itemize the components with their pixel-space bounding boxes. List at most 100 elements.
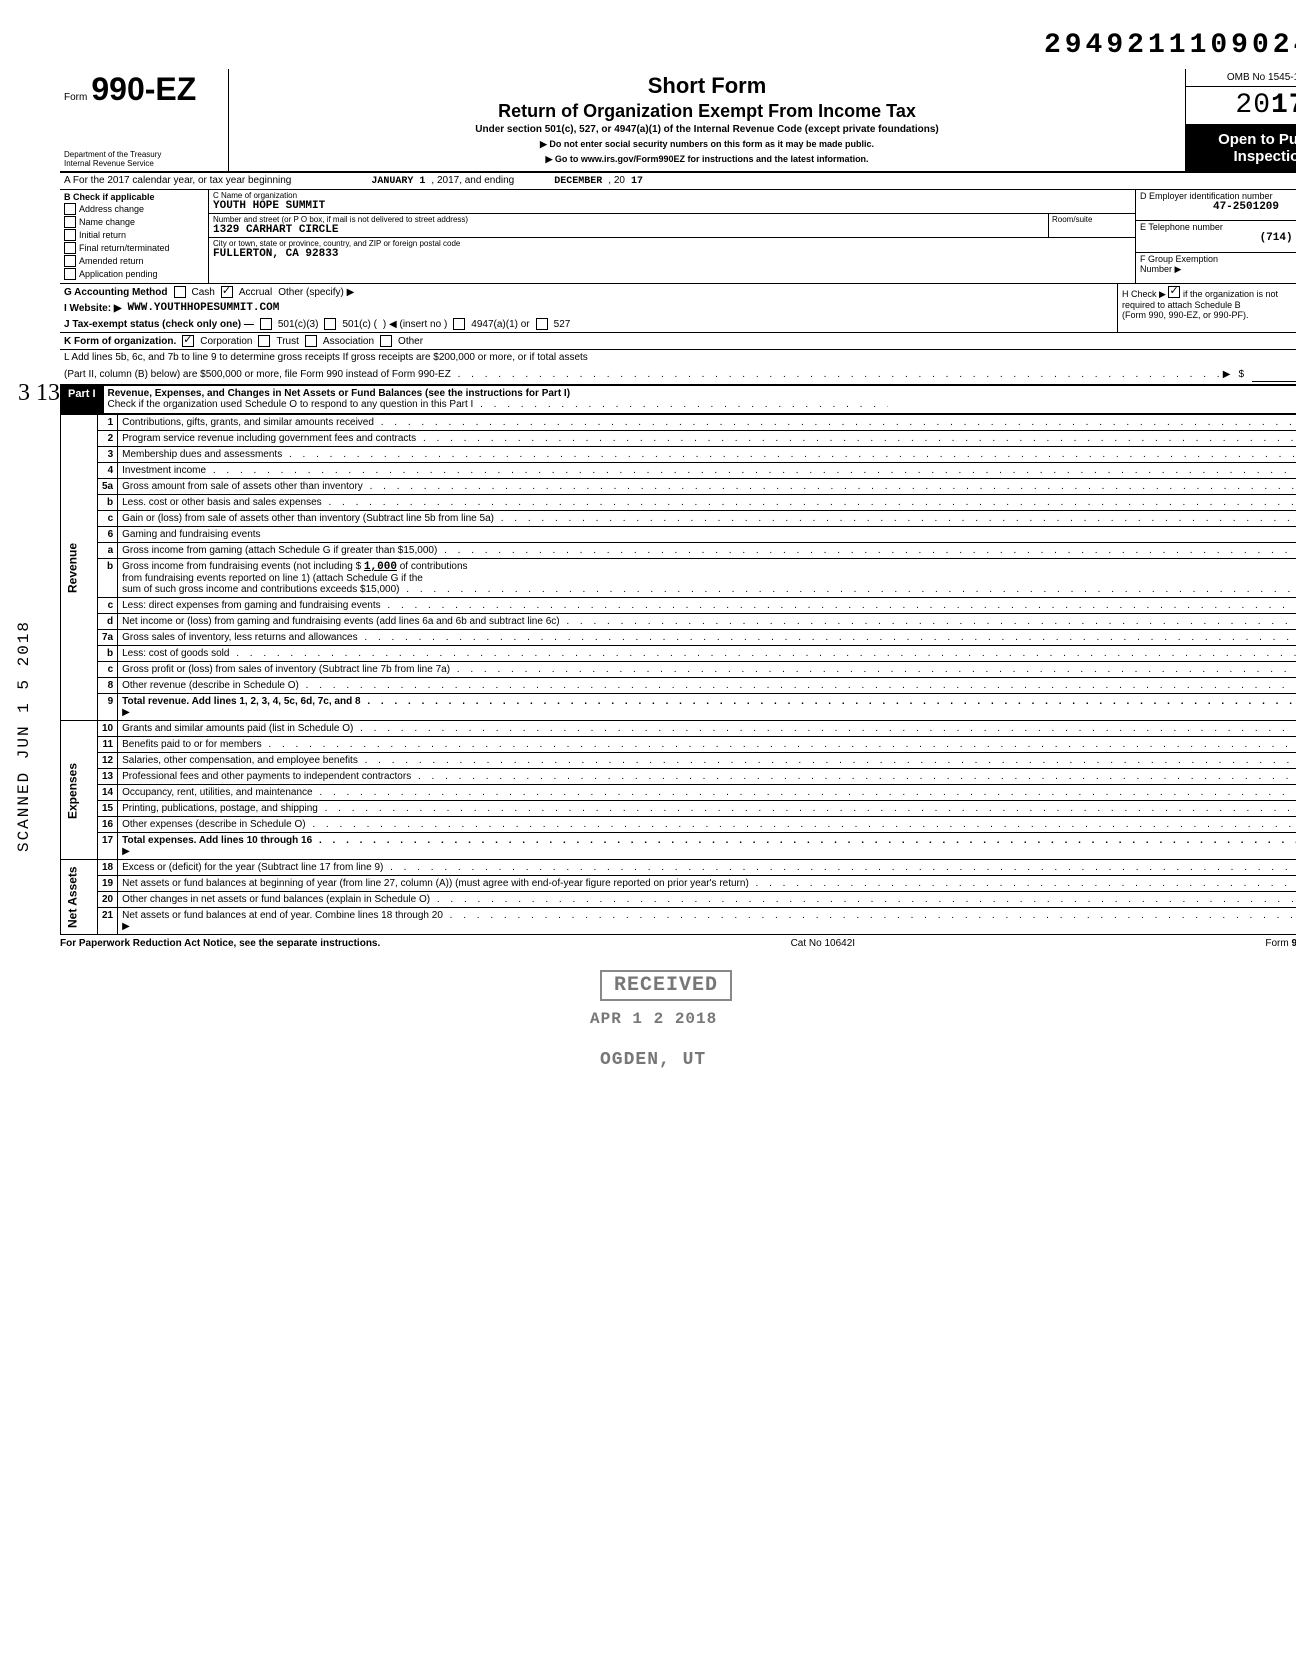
year-prefix: 20 (1235, 90, 1271, 121)
section-bcd: B Check if applicable Address change Nam… (60, 190, 1296, 284)
ein-label: D Employer identification number (1140, 191, 1296, 201)
checkbox-h[interactable] (1168, 286, 1180, 298)
checkbox-cash[interactable] (174, 286, 186, 298)
label-name-change: Name change (79, 217, 135, 227)
arrow-icon (1223, 369, 1231, 382)
checkbox-4947[interactable] (453, 318, 465, 330)
line-a-mid: , 2017, and ending (431, 175, 514, 186)
label-accrual: Accrual (239, 287, 272, 298)
g-label: G Accounting Method (64, 287, 168, 298)
ln6b-d4: sum of such gross income and contributio… (122, 584, 1296, 595)
checkbox-name-change[interactable] (64, 216, 76, 228)
ln6b-num: b (98, 559, 118, 598)
checkbox-final-return[interactable] (64, 242, 76, 254)
label-assoc: Association (323, 336, 374, 347)
label-501c3: 501(c)(3) (278, 319, 319, 330)
ln1-num: 1 (98, 415, 118, 431)
h-text4: (Form 990, 990-EZ, or 990-PF). (1122, 310, 1249, 320)
ln9-num: 9 (98, 694, 118, 721)
j-label: J Tax-exempt status (check only one) — (64, 319, 254, 330)
footer-mid: Cat No 10642I (791, 938, 856, 949)
subtitle-1: Under section 501(c), 527, or 4947(a)(1)… (235, 124, 1179, 135)
l-value: 1214 (1252, 369, 1296, 382)
label-501c-insert: ) ◀ (insert no ) (383, 319, 447, 330)
ln5c-desc: Gain or (loss) from sale of assets other… (122, 513, 1296, 524)
ln7b-desc: Less: cost of goods sold (122, 648, 1296, 659)
ln11-num: 11 (98, 737, 118, 753)
line-a-endmonth: DECEMBER (554, 176, 602, 187)
col-b: B Check if applicable Address change Nam… (60, 190, 209, 283)
ln16-desc: Other expenses (describe in Schedule O) (122, 819, 1296, 830)
arrow-icon (122, 846, 130, 857)
row-k: K Form of organization. Corporation Trus… (60, 333, 1296, 350)
ln2-desc: Program service revenue including govern… (122, 433, 1296, 444)
ln6a-desc: Gross income from gaming (attach Schedul… (122, 545, 1296, 556)
group-exemption-label: F Group Exemption (1140, 254, 1296, 264)
label-final-return: Final return/terminated (79, 243, 170, 253)
ln7a-desc: Gross sales of inventory, less returns a… (122, 632, 1296, 643)
ln21-num: 21 (98, 908, 118, 935)
footer-left: For Paperwork Reduction Act Notice, see … (60, 938, 380, 949)
received-stamp: RECEIVED (600, 970, 732, 1001)
line-a-begin: JANUARY 1 (371, 176, 425, 187)
label-501c: 501(c) ( (342, 319, 376, 330)
label-app-pending: Application pending (79, 269, 158, 279)
ln10-desc: Grants and similar amounts paid (list in… (122, 723, 1296, 734)
netassets-side-label: Net Assets (61, 860, 98, 935)
checkbox-address-change[interactable] (64, 203, 76, 215)
doc-locator-number: 2949211109024 8 (60, 30, 1296, 61)
footer: For Paperwork Reduction Act Notice, see … (60, 935, 1296, 952)
ln8-desc: Other revenue (describe in Schedule O) (122, 680, 1296, 691)
room-suite-label: Room/suite (1048, 214, 1135, 237)
open-to-public: Open to Public Inspection (1186, 125, 1296, 171)
arrow-icon (122, 921, 130, 932)
ogden-stamp: OGDEN, UT (600, 1050, 706, 1070)
label-cash: Cash (192, 287, 215, 298)
subtitle-3: ▶ Go to www.irs.gov/Form990EZ for instru… (235, 154, 1179, 165)
ln21-desc: Net assets or fund balances at end of ye… (122, 910, 1296, 921)
ln16-num: 16 (98, 817, 118, 833)
checkbox-app-pending[interactable] (64, 268, 76, 280)
k-label: K Form of organization. (64, 336, 176, 347)
main-table: Revenue 1 Contributions, gifts, grants, … (60, 414, 1296, 935)
ln9-desc: Total revenue. Add lines 1, 2, 3, 4, 5c,… (122, 696, 1296, 707)
short-form-title: Short Form (235, 73, 1179, 99)
checkbox-other-org[interactable] (380, 335, 392, 347)
line-a-endyear: 17 (631, 176, 643, 187)
checkbox-assoc[interactable] (305, 335, 317, 347)
checkbox-accrual[interactable] (221, 286, 233, 298)
checkbox-501c3[interactable] (260, 318, 272, 330)
ln17-desc: Total expenses. Add lines 10 through 16 (122, 835, 1296, 846)
label-other-org: Other (398, 336, 423, 347)
ln6c-desc: Less: direct expenses from gaming and fu… (122, 600, 1296, 611)
ln6d-desc: Net income or (loss) from gaming and fun… (122, 616, 1296, 627)
checkbox-501c[interactable] (324, 318, 336, 330)
ln5a-desc: Gross amount from sale of assets other t… (122, 481, 1296, 492)
checkbox-initial-return[interactable] (64, 229, 76, 241)
arrow-icon (122, 707, 130, 718)
part-i-header: Part I Revenue, Expenses, and Changes in… (60, 385, 1296, 414)
line-a-suffix: , 20 (608, 175, 625, 186)
expenses-side-label: Expenses (61, 721, 98, 860)
col-d: D Employer identification number 47-2501… (1136, 190, 1296, 283)
ein-value: 47-2501209 (1140, 201, 1296, 213)
checkbox-527[interactable] (536, 318, 548, 330)
col-b-header: B Check if applicable (64, 192, 155, 202)
label-initial-return: Initial return (79, 230, 126, 240)
ln5a-num: 5a (98, 479, 118, 495)
checkbox-corp[interactable] (182, 335, 194, 347)
checkbox-trust[interactable] (258, 335, 270, 347)
checkbox-amended[interactable] (64, 255, 76, 267)
year-bold: 17 (1271, 90, 1296, 121)
row-i: I Website: ▶ WWW.YOUTHHOPESUMMIT.COM (60, 300, 1117, 316)
ln19-num: 19 (98, 876, 118, 892)
line-a-prefix: A For the 2017 calendar year, or tax yea… (64, 175, 291, 186)
form-word: Form (64, 92, 87, 103)
ln5b-desc: Less. cost or other basis and sales expe… (122, 497, 1296, 508)
label-527: 527 (554, 319, 571, 330)
col-c: C Name of organization YOUTH HOPE SUMMIT… (209, 190, 1136, 283)
i-label: I Website: ▶ (64, 303, 122, 314)
org-name: YOUTH HOPE SUMMIT (213, 200, 1131, 212)
row-j: J Tax-exempt status (check only one) — 5… (60, 316, 1117, 332)
ln15-num: 15 (98, 801, 118, 817)
